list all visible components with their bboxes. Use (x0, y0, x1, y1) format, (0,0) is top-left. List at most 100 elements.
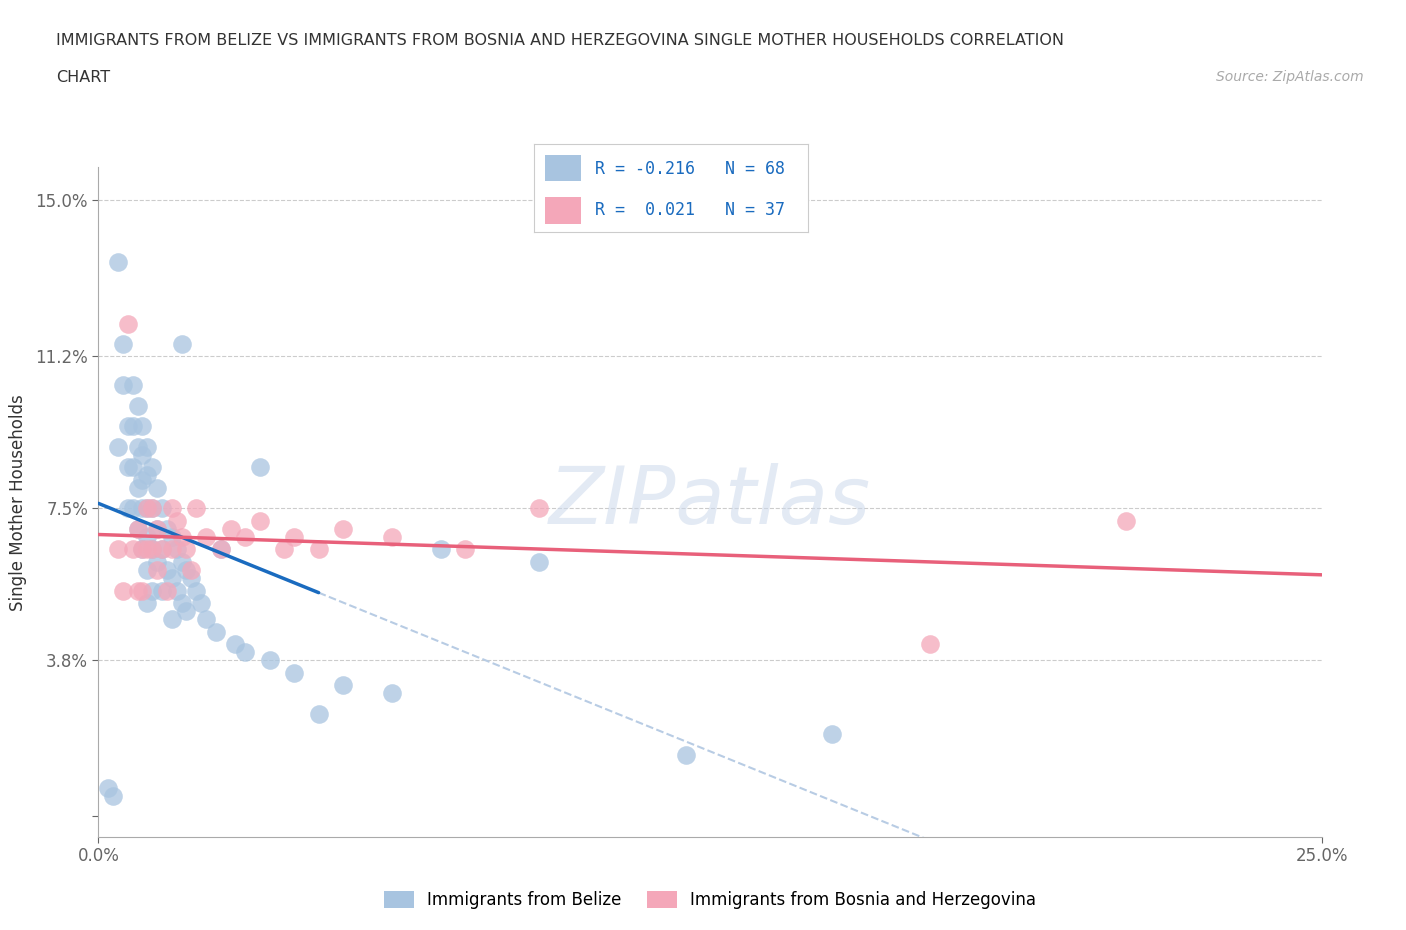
Point (170, 595, 193, 610)
FancyBboxPatch shape (546, 154, 581, 181)
Point (283, 530, 305, 545)
Point (150, 542, 173, 557)
Point (308, 542, 330, 557)
Point (176, 542, 198, 557)
Point (150, 583, 173, 598)
Point (107, 542, 129, 557)
Point (249, 459, 271, 474)
Point (195, 612, 218, 627)
Point (141, 542, 163, 557)
Point (180, 563, 202, 578)
Point (141, 501, 163, 516)
Text: R =  0.021   N = 37: R = 0.021 N = 37 (595, 202, 785, 219)
FancyBboxPatch shape (546, 197, 581, 224)
Point (131, 583, 153, 598)
Point (127, 398, 149, 413)
Point (205, 624, 228, 639)
Point (136, 501, 159, 516)
Point (180, 571, 202, 586)
Text: IMMIGRANTS FROM BELIZE VS IMMIGRANTS FROM BOSNIA AND HERZEGOVINA SINGLE MOTHER H: IMMIGRANTS FROM BELIZE VS IMMIGRANTS FRO… (56, 33, 1064, 47)
Point (160, 571, 183, 586)
Point (166, 513, 188, 528)
Point (283, 665, 305, 680)
Point (166, 583, 188, 598)
Point (101, 789, 124, 804)
Point (160, 542, 183, 557)
Point (121, 418, 143, 433)
Point (136, 563, 159, 578)
Point (146, 522, 169, 537)
Point (430, 542, 453, 557)
Point (219, 522, 242, 537)
Point (131, 472, 153, 487)
Point (127, 439, 149, 454)
Point (127, 481, 149, 496)
Point (1115, 513, 1137, 528)
Point (186, 583, 208, 598)
Point (233, 644, 256, 659)
Point (127, 522, 149, 537)
Point (160, 530, 183, 545)
Point (332, 522, 354, 537)
Point (675, 748, 697, 763)
Point (127, 522, 149, 537)
Point (156, 522, 179, 537)
Point (111, 378, 134, 392)
Point (527, 554, 550, 569)
Point (170, 554, 193, 569)
Point (107, 255, 129, 270)
Point (136, 501, 159, 516)
Point (146, 481, 169, 496)
Point (920, 636, 942, 651)
Text: R = -0.216   N = 68: R = -0.216 N = 68 (595, 160, 785, 178)
Point (209, 542, 232, 557)
Point (141, 459, 163, 474)
Point (821, 727, 844, 742)
Point (146, 522, 169, 537)
Text: ZIPatlas: ZIPatlas (548, 463, 872, 541)
Point (156, 583, 179, 598)
Point (186, 501, 208, 516)
Point (160, 612, 183, 627)
Point (150, 542, 173, 557)
Point (136, 595, 159, 610)
Text: Source: ZipAtlas.com: Source: ZipAtlas.com (1216, 70, 1364, 84)
Point (131, 447, 153, 462)
Point (381, 530, 404, 545)
Point (136, 439, 159, 454)
Point (170, 337, 193, 352)
Point (176, 563, 198, 578)
Point (454, 542, 477, 557)
Point (117, 418, 139, 433)
Point (136, 542, 159, 557)
Point (190, 595, 212, 610)
Point (117, 501, 139, 516)
Point (209, 542, 232, 557)
Point (146, 563, 169, 578)
Point (224, 636, 246, 651)
Point (107, 439, 129, 454)
Point (150, 501, 173, 516)
Legend: Immigrants from Belize, Immigrants from Bosnia and Herzegovina: Immigrants from Belize, Immigrants from … (377, 884, 1043, 916)
Point (136, 468, 159, 483)
Point (166, 542, 188, 557)
Point (176, 604, 198, 618)
Point (381, 685, 404, 700)
Point (117, 459, 139, 474)
Point (259, 653, 281, 668)
Point (121, 542, 143, 557)
Point (332, 678, 354, 693)
Point (160, 501, 183, 516)
Point (111, 337, 134, 352)
Point (156, 563, 179, 578)
Point (233, 530, 256, 545)
Point (146, 554, 169, 569)
Point (131, 418, 153, 433)
Point (273, 542, 295, 557)
Point (131, 542, 153, 557)
Point (249, 513, 271, 528)
Point (170, 530, 193, 545)
Text: CHART: CHART (56, 70, 110, 85)
Point (97, 780, 120, 795)
Point (121, 378, 143, 392)
